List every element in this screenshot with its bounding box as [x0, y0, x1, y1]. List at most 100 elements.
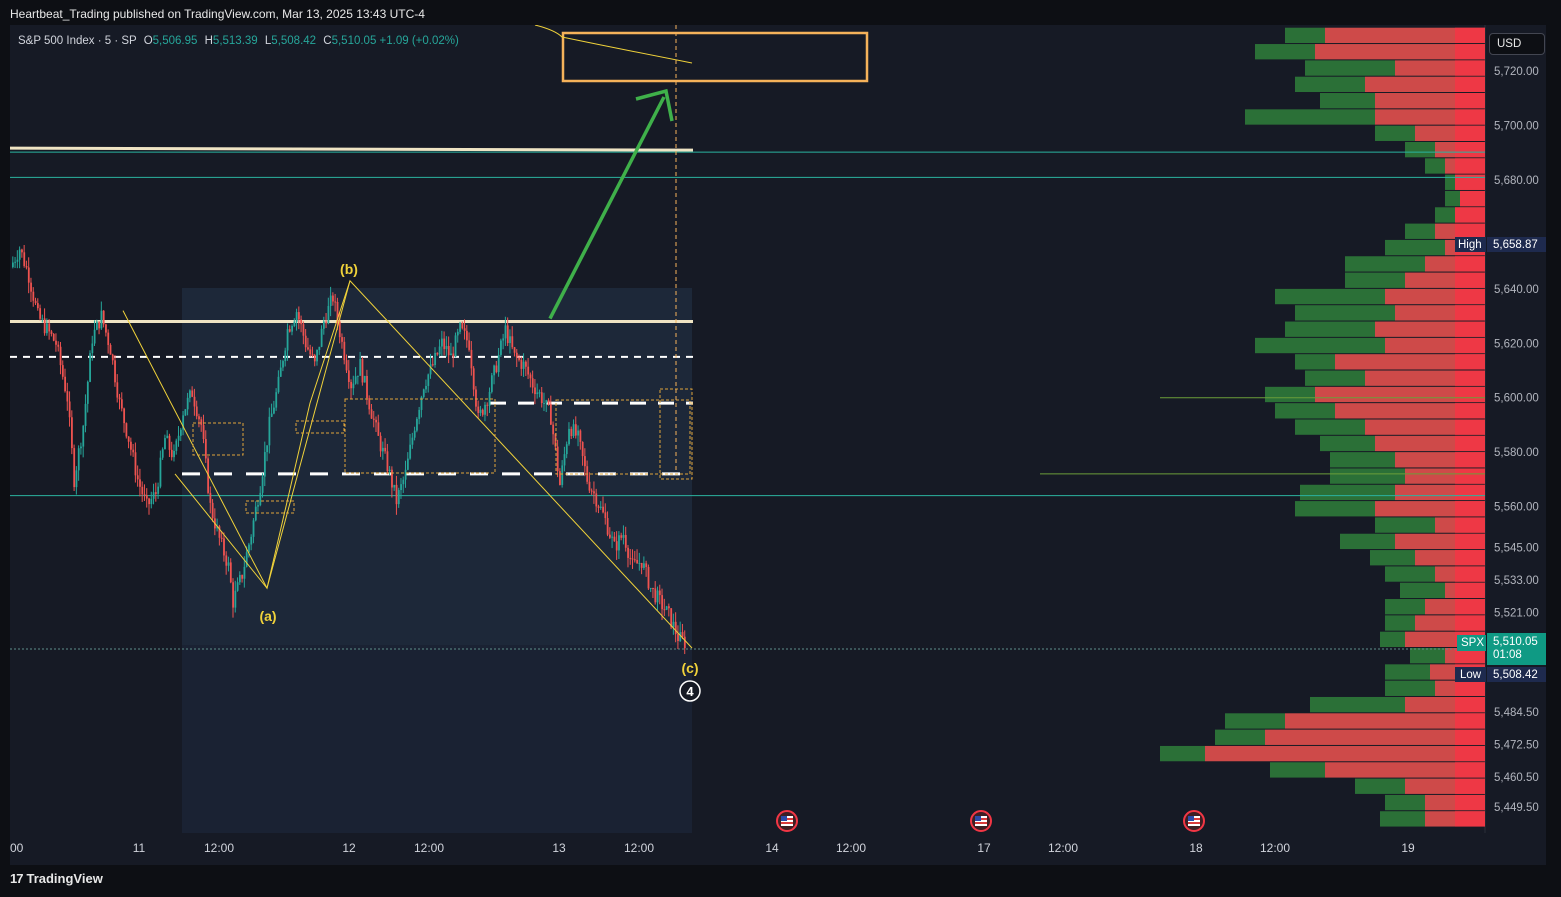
- candle-body: [16, 259, 19, 262]
- time-axis[interactable]: [10, 833, 1546, 865]
- price-axis-tick: 5,680.00: [1494, 175, 1539, 187]
- profile-sell-core: [1455, 403, 1485, 419]
- candle-body: [216, 526, 219, 529]
- candle-body: [527, 366, 530, 375]
- currency-button[interactable]: USD: [1489, 33, 1545, 55]
- tradingview-footer[interactable]: 17 TradingView: [10, 871, 103, 886]
- candle-body: [652, 587, 654, 589]
- candle-body: [658, 590, 661, 596]
- candle-body: [595, 493, 598, 507]
- profile-buy-bar: [1385, 794, 1425, 811]
- candle-body: [547, 400, 550, 405]
- candle-body: [105, 324, 107, 333]
- candle-body: [347, 370, 350, 383]
- candle-body: [609, 534, 611, 538]
- time-axis-tick: 14: [765, 841, 779, 855]
- candle-body: [166, 435, 169, 439]
- profile-buy-bar: [1340, 533, 1395, 550]
- tv-logo-icon: 17: [10, 871, 24, 886]
- candle-body: [243, 566, 246, 579]
- us-flag-stripe: [975, 822, 987, 824]
- candle-body: [266, 445, 269, 453]
- candle-body: [370, 409, 373, 419]
- candle-body: [681, 632, 684, 637]
- candle-body: [159, 457, 162, 487]
- candle-body: [239, 575, 241, 583]
- candle-body: [379, 435, 382, 452]
- profile-buy-bar: [1330, 468, 1405, 484]
- candle-body: [341, 337, 343, 342]
- candle-body: [599, 506, 602, 508]
- target-zone-box[interactable]: [561, 31, 869, 83]
- profile-buy-bar: [1285, 27, 1325, 44]
- candle-body: [107, 332, 110, 345]
- candle-body: [363, 375, 366, 383]
- candle-body: [259, 492, 262, 506]
- profile-sell-core: [1455, 729, 1485, 745]
- candle-body: [511, 336, 514, 348]
- profile-buy-bar: [1435, 207, 1455, 223]
- candle-body: [84, 403, 87, 426]
- candle-body: [220, 537, 223, 539]
- candle-body: [565, 444, 568, 455]
- price-axis-tick: 5,640.00: [1494, 284, 1539, 296]
- candle-body: [624, 534, 627, 548]
- candle-body: [161, 449, 164, 458]
- candle-body: [488, 391, 491, 406]
- candle-body: [155, 492, 157, 494]
- candle-body: [71, 417, 73, 449]
- profile-buy-bar: [1445, 174, 1455, 190]
- profile-sell-core: [1455, 158, 1485, 174]
- candle-body: [570, 428, 573, 437]
- projection-curve: [534, 25, 693, 64]
- profile-buy-bar: [1370, 550, 1415, 566]
- candle-body: [382, 447, 384, 452]
- candle-body: [638, 562, 641, 564]
- profile-buy-bar: [1380, 811, 1425, 827]
- chart-canvas[interactable]: (b) (a) (c) 4 5,449.50 5,460.50 5,472.50 5,484…: [10, 25, 1546, 865]
- candle-body: [73, 448, 76, 488]
- candle-body: [400, 484, 402, 491]
- price-axis-tick: 5,449.50: [1494, 802, 1539, 814]
- candle-body: [397, 490, 400, 505]
- candle-body: [615, 541, 618, 551]
- candle-body: [656, 590, 659, 603]
- candle-body: [59, 346, 62, 366]
- profile-sell-bar: [1325, 27, 1485, 44]
- candle-body: [581, 441, 584, 457]
- time-axis-tick: 18: [1189, 841, 1203, 855]
- candle-body: [486, 404, 489, 406]
- candle-body: [250, 536, 253, 545]
- profile-buy-bar: [1245, 109, 1375, 125]
- profile-sell-core: [1455, 435, 1485, 452]
- candle-body: [288, 329, 291, 332]
- profile-sell-core: [1455, 44, 1485, 60]
- candle-body: [640, 562, 643, 568]
- candle-body: [136, 475, 139, 480]
- profile-buy-bar: [1345, 256, 1425, 272]
- us-flag-canton: [975, 816, 981, 821]
- candle-body: [148, 498, 150, 505]
- candle-body: [359, 359, 362, 376]
- candle-body: [361, 359, 364, 383]
- candle-body: [502, 338, 505, 341]
- time-axis-tick: 19: [1401, 841, 1415, 855]
- chart-legend[interactable]: S&P 500 Index · 5 · SP O5,506.95 H5,513.…: [18, 35, 459, 47]
- chart-area[interactable]: (b) (a) (c) 4 5,449.50 5,460.50 5,472.50 5,484…: [10, 25, 1546, 865]
- candle-body: [402, 479, 405, 485]
- candle-body: [309, 349, 312, 355]
- profile-buy-bar: [1385, 615, 1415, 631]
- candle-body: [234, 590, 237, 608]
- candle-body: [563, 454, 566, 466]
- candle-body: [211, 502, 214, 519]
- candle-body: [627, 547, 629, 558]
- candle-body: [229, 562, 232, 583]
- order-block-box: [555, 399, 691, 475]
- candle-body: [520, 359, 523, 369]
- candle-body: [75, 470, 78, 488]
- candle-body: [649, 587, 652, 589]
- candle-body: [393, 484, 396, 488]
- time-axis-tick: 11: [133, 841, 146, 855]
- legend-change: +1.09 (+0.02%): [379, 35, 459, 47]
- profile-buy-bar: [1320, 93, 1375, 109]
